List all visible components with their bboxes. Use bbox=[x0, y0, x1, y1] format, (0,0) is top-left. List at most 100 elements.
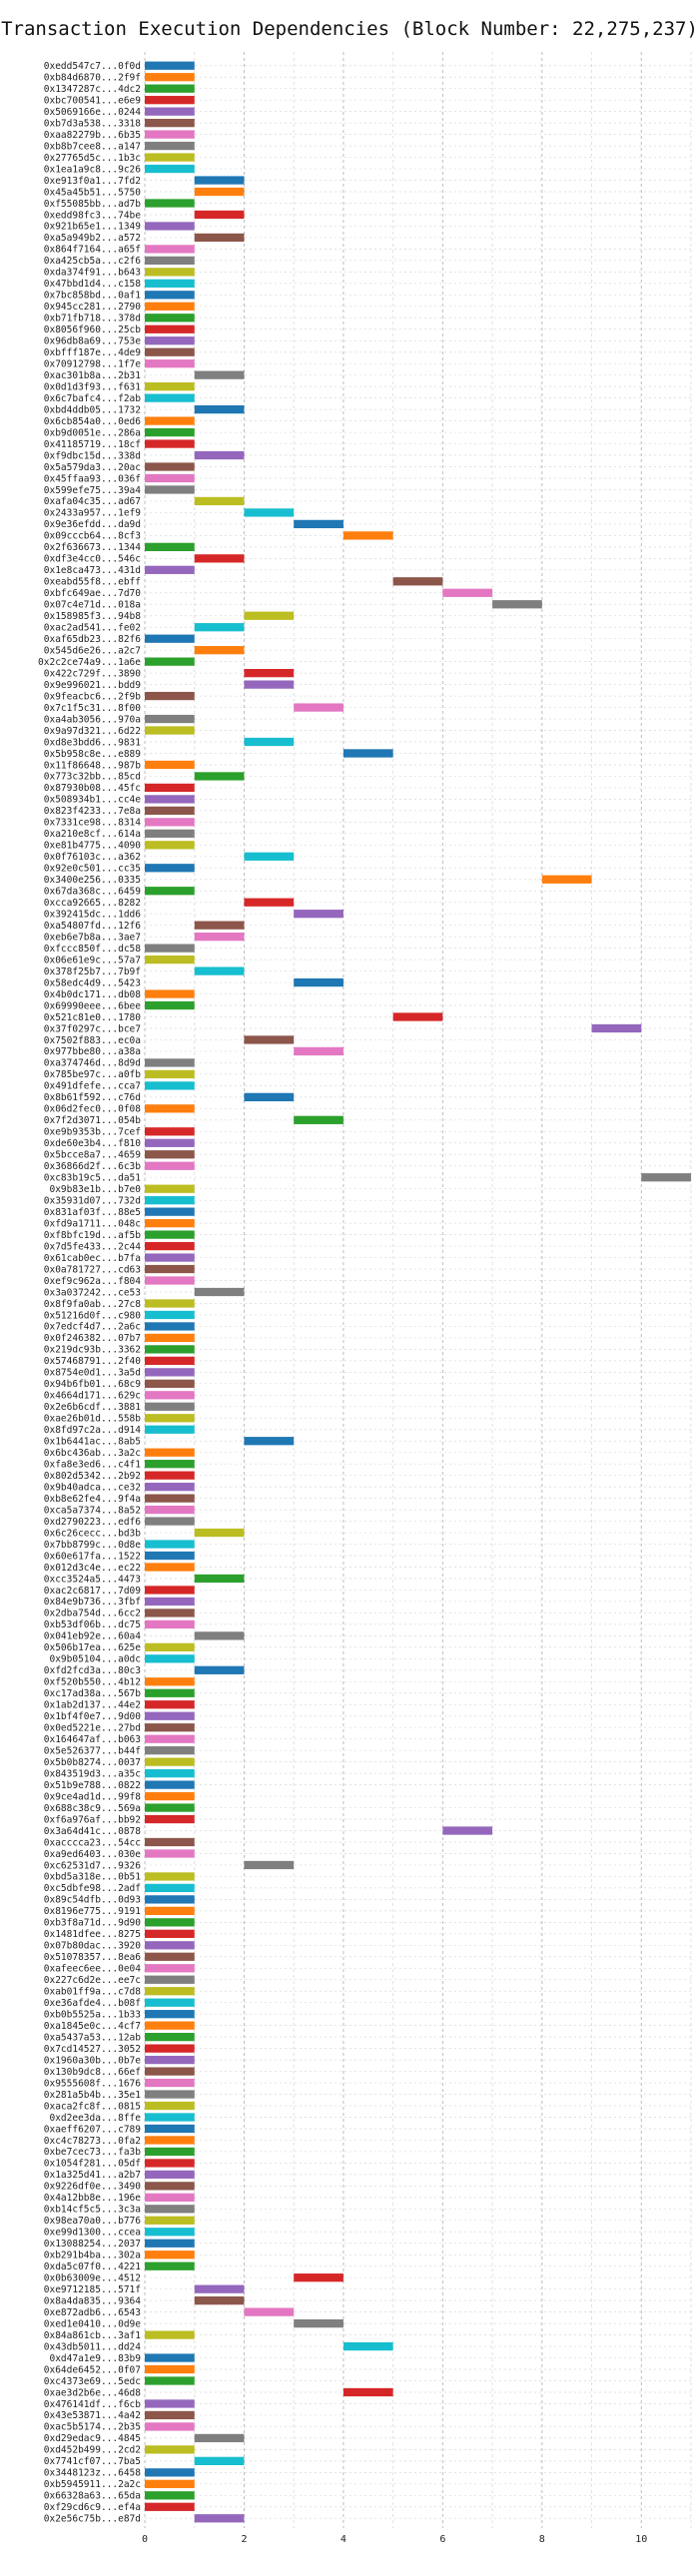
transaction-bar bbox=[145, 864, 195, 873]
y-tick-label: 0x9b05104...a0dc bbox=[49, 1654, 141, 1665]
transaction-bar bbox=[145, 245, 195, 254]
y-tick-label: 0x158985f3...94b8 bbox=[44, 611, 142, 622]
y-tick-label: 0x392415dc...1dd6 bbox=[44, 909, 142, 920]
transaction-bar bbox=[194, 176, 245, 185]
y-tick-label: 0xda5c07f0...4221 bbox=[44, 2261, 142, 2272]
y-tick-label: 0x67da368c...6459 bbox=[44, 887, 142, 898]
y-tick-label: 0x2433a957...1ef9 bbox=[44, 508, 142, 519]
transaction-bar bbox=[145, 1253, 195, 1262]
transaction-bar bbox=[145, 2364, 195, 2374]
y-tick-label: 0x61cab0ec...b7fa bbox=[44, 1253, 141, 1264]
transaction-bar bbox=[244, 737, 295, 747]
transaction-bar bbox=[145, 2170, 195, 2180]
y-tick-label: 0x98ea70a0...b776 bbox=[44, 2216, 142, 2227]
y-tick-label: 0xb0b5525a...1b33 bbox=[44, 2009, 141, 2020]
transaction-bar bbox=[145, 1746, 195, 1755]
y-tick-label: 0x13088254...2037 bbox=[44, 2239, 141, 2250]
transaction-bar bbox=[194, 2284, 245, 2293]
transaction-bar bbox=[145, 760, 195, 770]
y-tick-label: 0xde60e3b4...f810 bbox=[44, 1138, 142, 1149]
transaction-bar bbox=[145, 1356, 195, 1366]
y-tick-label: 0xb84d6870...2f9f bbox=[44, 73, 141, 84]
transaction-bar bbox=[145, 657, 195, 666]
y-tick-label: 0x8f9fa0ab...27c8 bbox=[44, 1299, 142, 1310]
transaction-bar bbox=[145, 84, 195, 93]
y-tick-label: 0x7edcf4d7...2a6c bbox=[44, 1322, 141, 1333]
y-tick-label: 0x9ce4ad1d...99f8 bbox=[44, 1791, 142, 1802]
transaction-bar bbox=[145, 1299, 195, 1308]
y-tick-label: 0xb53df06b...dc75 bbox=[44, 1619, 141, 1630]
y-tick-label: 0x6bc436ab...3a2c bbox=[44, 1448, 141, 1459]
transaction-bar bbox=[145, 1230, 195, 1239]
y-tick-label: 0x7cd14527...3052 bbox=[44, 2044, 141, 2055]
y-tick-label: 0xcca92665...8282 bbox=[44, 898, 141, 909]
y-tick-label: 0x545d6e26...a2c7 bbox=[44, 645, 141, 656]
transaction-bar bbox=[145, 2067, 195, 2076]
y-tick-label: 0x864f7164...a65f bbox=[44, 245, 141, 256]
x-tick-label: 8 bbox=[539, 2534, 545, 2545]
y-tick-label: 0x87930b08...45fc bbox=[44, 783, 141, 794]
y-tick-label: 0xa5437a53...12ab bbox=[44, 2032, 142, 2043]
y-tick-label: 0x6cb854a0...0ed6 bbox=[44, 416, 142, 427]
transaction-bar bbox=[145, 1069, 195, 1079]
transaction-bar bbox=[145, 714, 195, 724]
transaction-bar bbox=[194, 623, 245, 632]
y-tick-label: 0x51078357...8ea6 bbox=[44, 1952, 142, 1963]
transaction-bar bbox=[145, 783, 195, 793]
transaction-bar bbox=[194, 370, 245, 379]
y-tick-label: 0x6c26cecc...bd3b bbox=[44, 1528, 142, 1539]
transaction-bar bbox=[145, 1000, 195, 1010]
transaction-bar bbox=[145, 268, 195, 277]
y-tick-label: 0xca5a7374...8a52 bbox=[44, 1505, 141, 1516]
y-tick-label: 0x164647af...b063 bbox=[44, 1734, 141, 1745]
transaction-bar bbox=[194, 1574, 245, 1584]
transaction-bar bbox=[145, 1241, 195, 1251]
transaction-bar bbox=[145, 2113, 195, 2122]
y-tick-label: 0x64de6452...0f07 bbox=[44, 2364, 141, 2375]
y-tick-label: 0xdf3e4cc0...546c bbox=[44, 554, 141, 565]
transaction-bar bbox=[145, 1264, 195, 1274]
y-tick-label: 0x9555608f...1676 bbox=[44, 2078, 142, 2089]
transaction-bar bbox=[145, 1425, 195, 1434]
y-tick-label: 0xac2c6817...7d09 bbox=[44, 1586, 142, 1597]
y-tick-label: 0xac5b5174...2b35 bbox=[44, 2422, 141, 2433]
transaction-bar bbox=[145, 1964, 195, 1973]
y-tick-label: 0xbc700541...e6e9 bbox=[44, 95, 142, 106]
transaction-bar bbox=[145, 1494, 195, 1503]
transaction-bar bbox=[145, 1471, 195, 1480]
transaction-bar bbox=[145, 1883, 195, 1893]
y-tick-label: 0xb7d3a538...3318 bbox=[44, 118, 142, 129]
y-tick-label: 0x92e0c501...cc35 bbox=[44, 864, 141, 875]
y-tick-label: 0xeb6e7b8a...3ae7 bbox=[44, 932, 141, 943]
transaction-bar bbox=[145, 1161, 195, 1170]
y-tick-label: 0xd452b499...2cd2 bbox=[44, 2445, 141, 2456]
y-tick-label: 0x7d5fe433...2c44 bbox=[44, 1241, 142, 1252]
transaction-bar bbox=[541, 875, 592, 884]
x-tick-label: 10 bbox=[635, 2534, 647, 2545]
chart-title: Transaction Execution Dependencies (Bloc… bbox=[1, 18, 698, 40]
y-tick-label: 0x2e6b6cdf...3881 bbox=[44, 1402, 142, 1413]
transaction-bar bbox=[145, 1975, 195, 1984]
transaction-bar bbox=[442, 588, 493, 597]
y-tick-label: 0xc4c78273...0fa2 bbox=[44, 2136, 141, 2147]
y-tick-label: 0xda374f91...b643 bbox=[44, 268, 141, 279]
transaction-bar bbox=[145, 2124, 195, 2134]
transaction-bar bbox=[294, 1046, 344, 1056]
y-tick-label: 0x5b958c8e...e889 bbox=[44, 749, 142, 760]
y-tick-label: 0x802d5342...2b92 bbox=[44, 1471, 141, 1482]
transaction-bar bbox=[244, 508, 295, 517]
y-tick-label: 0x2dba754d...6cc2 bbox=[44, 1609, 141, 1619]
transaction-bar bbox=[145, 2445, 195, 2454]
transaction-bar bbox=[244, 1860, 295, 1870]
transaction-bar bbox=[145, 2090, 195, 2099]
transaction-bar bbox=[145, 164, 195, 174]
y-tick-label: 0xd29edac9...4845 bbox=[44, 2433, 141, 2444]
transaction-bar bbox=[145, 1941, 195, 1950]
transaction-bar bbox=[145, 1551, 195, 1561]
transaction-bar bbox=[591, 1023, 642, 1033]
y-tick-labels: 0xedd547c7...0f0d0xb84d6870...2f9f0x1347… bbox=[38, 61, 141, 2525]
y-tick-label: 0x012d3c4e...ec22 bbox=[44, 1563, 141, 1574]
transaction-bar bbox=[145, 2353, 195, 2362]
y-tick-label: 0xa5a949b2...a572 bbox=[44, 233, 141, 244]
transaction-bar bbox=[145, 2055, 195, 2065]
